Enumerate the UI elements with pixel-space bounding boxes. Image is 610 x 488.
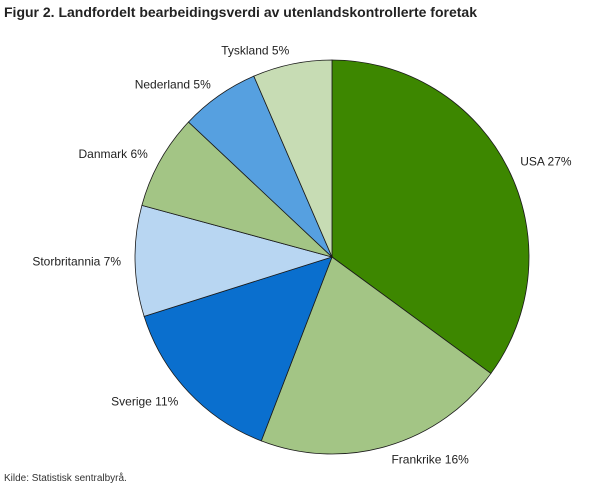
chart-title: Figur 2. Landfordelt bearbeidingsverdi a…: [4, 4, 477, 20]
chart-source: Kilde: Statistisk sentralbyrå.: [4, 473, 127, 484]
slice-label: Storbritannia 7%: [32, 254, 121, 268]
slice-label: Sverige 11%: [111, 395, 178, 409]
pie-slice: [141, 121, 333, 258]
pie-slice: [143, 256, 333, 442]
pie-slice: [260, 256, 492, 455]
slice-label: Danmark 6%: [78, 147, 148, 161]
pie-slice: [253, 59, 333, 258]
slice-label: Frankrike 16%: [391, 452, 469, 466]
pie-slice: [134, 204, 334, 317]
slice-label: Nederland 5%: [135, 77, 211, 91]
slice-label: USA 27%: [520, 155, 572, 169]
pie-slice: [331, 59, 530, 375]
slice-label: Tyskland 5%: [221, 43, 289, 57]
